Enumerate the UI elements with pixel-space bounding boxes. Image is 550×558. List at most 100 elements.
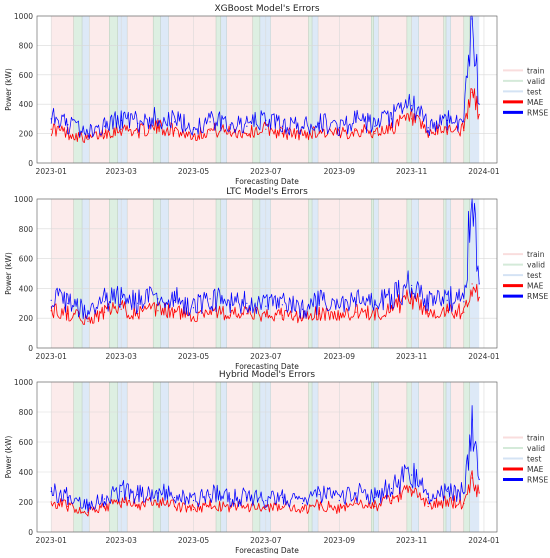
data-point-mae [318, 313, 320, 315]
y-tick-label: 0 [28, 344, 33, 353]
series-line-rmse [50, 198, 480, 320]
train-span [418, 382, 444, 532]
data-point-mae [478, 492, 480, 494]
data-point-rmse [103, 125, 106, 127]
y-tick-label: 400 [19, 468, 34, 477]
data-point-rmse [103, 301, 106, 303]
test-span [446, 199, 451, 348]
valid-span [252, 382, 260, 532]
train-span [127, 16, 154, 163]
chart-title: LTC Model's Errors [226, 187, 308, 197]
data-point-rmse [229, 498, 231, 500]
train-span [418, 16, 444, 163]
data-point-rmse [478, 103, 480, 105]
data-point-mae [50, 501, 52, 503]
test-span [446, 382, 451, 532]
test-span [160, 199, 169, 348]
data-point-mae [192, 508, 195, 511]
legend-label-valid: valid [527, 444, 545, 453]
data-point-rmse [209, 493, 211, 496]
test-span [259, 382, 271, 532]
data-point-rmse [87, 313, 89, 315]
data-point-mae [173, 505, 176, 508]
valid-span [406, 382, 412, 532]
data-point-rmse [173, 299, 176, 301]
data-point-rmse [50, 299, 52, 301]
plot-frame [36, 198, 498, 349]
train-span [51, 16, 74, 163]
data-point-rmse [157, 298, 159, 300]
data-point-mae [446, 310, 448, 312]
data-point-rmse [318, 493, 320, 496]
x-tick-label: 2023-05 [178, 167, 210, 176]
x-tick-label: 2023-07 [250, 167, 282, 176]
valid-span [406, 16, 412, 163]
data-point-mae [209, 130, 211, 132]
train-span [226, 16, 253, 163]
y-tick-label: 0 [28, 159, 33, 168]
data-point-mae [50, 310, 52, 312]
y-tick-label: 1000 [14, 195, 33, 204]
data-point-mae [446, 501, 448, 503]
data-point-rmse [427, 302, 429, 304]
data-point-mae [87, 320, 89, 322]
data-point-mae [103, 507, 106, 509]
valid-span [443, 199, 447, 348]
test-span [411, 382, 419, 532]
test-span [160, 382, 169, 532]
x-tick-label: 2023-01 [36, 352, 68, 361]
valid-span [463, 16, 470, 163]
data-point-mae [411, 298, 413, 300]
legend-label-test: test [527, 455, 541, 464]
data-point-mae [87, 511, 89, 514]
valid-span [308, 16, 313, 163]
test-span [82, 199, 90, 348]
legend-label-train: train [527, 66, 545, 75]
x-tick-label: 2024-01 [468, 352, 500, 361]
data-point-mae [157, 502, 159, 505]
data-point-rmse [246, 496, 248, 499]
data-point-rmse [338, 307, 340, 309]
data-point-rmse [209, 298, 211, 300]
valid-span [73, 16, 83, 163]
train-span [418, 199, 444, 348]
data-point-rmse [463, 301, 465, 303]
y-tick-label: 800 [19, 225, 34, 234]
data-point-mae [338, 316, 340, 318]
train-span [450, 16, 464, 163]
data-point-rmse [209, 121, 211, 123]
test-span [117, 16, 128, 163]
test-span [259, 199, 271, 348]
y-tick-label: 600 [19, 255, 34, 264]
data-point-rmse [265, 305, 267, 307]
data-point-rmse [265, 499, 267, 502]
valid-span [73, 382, 83, 532]
valid-span [153, 382, 161, 532]
data-point-rmse [463, 492, 465, 494]
data-point-rmse [374, 125, 376, 127]
data-point-rmse [137, 302, 139, 304]
data-point-mae [463, 130, 465, 132]
data-point-mae [281, 314, 284, 316]
x-tick-label: 2023-09 [324, 536, 356, 545]
valid-span [73, 199, 83, 348]
legend-label-train: train [527, 250, 545, 259]
data-point-rmse [192, 307, 195, 309]
y-axis-label: Power (kW) [4, 436, 13, 479]
x-axis-label: Forecasting Date [235, 362, 299, 371]
series-line-rmse [50, 15, 480, 140]
data-point-mae [103, 311, 106, 313]
data-point-mae [87, 138, 89, 141]
legend-label-valid: valid [527, 261, 545, 270]
data-point-rmse [301, 502, 304, 505]
data-point-rmse [120, 119, 122, 121]
data-point-rmse [67, 124, 69, 126]
train-span [127, 199, 154, 348]
data-point-rmse [265, 119, 267, 121]
legend-label-rmse: RMSE [527, 108, 548, 117]
data-point-rmse [355, 301, 357, 303]
data-point-mae [120, 128, 122, 130]
legend-label-test: test [527, 87, 541, 96]
data-point-mae [173, 311, 176, 313]
chart-title: Hybrid Model's Errors [219, 370, 316, 380]
